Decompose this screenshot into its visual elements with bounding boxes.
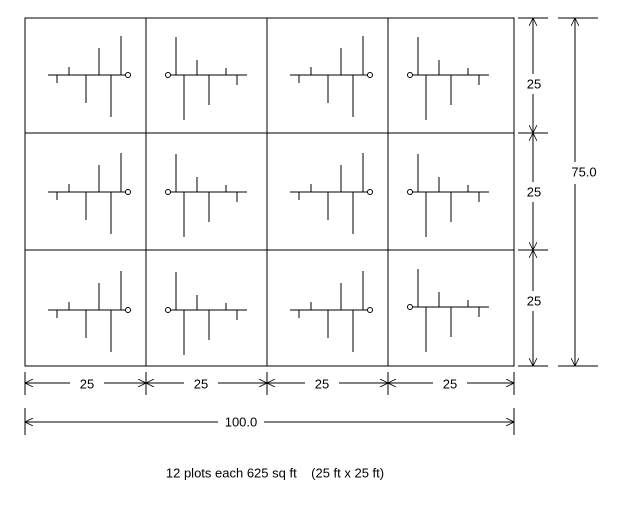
grid-border (24, 17, 515, 367)
label-bg (305, 375, 339, 393)
total-width-label: 100.0 (225, 414, 258, 429)
plot-symbol-part (367, 72, 373, 78)
label-bg (519, 182, 549, 202)
label-bg (519, 291, 549, 311)
label-bg (519, 74, 549, 94)
width-label: 25 (443, 376, 457, 391)
plot-symbol-part (125, 72, 131, 78)
width-label: 25 (194, 376, 208, 391)
plot-symbol-part (125, 307, 131, 313)
label-bg (433, 375, 467, 393)
plot-symbol-part (165, 307, 171, 313)
label-bg (564, 162, 604, 184)
plot-symbol-part (125, 189, 131, 195)
label-bg (70, 375, 104, 393)
plot-symbol-part (165, 189, 171, 195)
plot-symbol-part (407, 189, 413, 195)
width-label: 25 (315, 376, 329, 391)
plot-symbol-part (367, 189, 373, 195)
plot-symbol-part (407, 72, 413, 78)
label-bg (184, 375, 218, 393)
plot-grid (24, 17, 515, 367)
height-label: 25 (527, 76, 541, 91)
plot-symbol-part (407, 304, 413, 310)
plot-symbols (48, 36, 489, 355)
caption: 12 plots each 625 sq ft (25 ft x 25 ft) (166, 465, 384, 480)
plot-symbol-part (367, 307, 373, 313)
label-bg (218, 413, 264, 431)
plot-symbol-part (165, 72, 171, 78)
height-label: 25 (527, 293, 541, 308)
total-height-label: 75.0 (571, 164, 596, 179)
height-label: 25 (527, 184, 541, 199)
width-label: 25 (80, 376, 94, 391)
